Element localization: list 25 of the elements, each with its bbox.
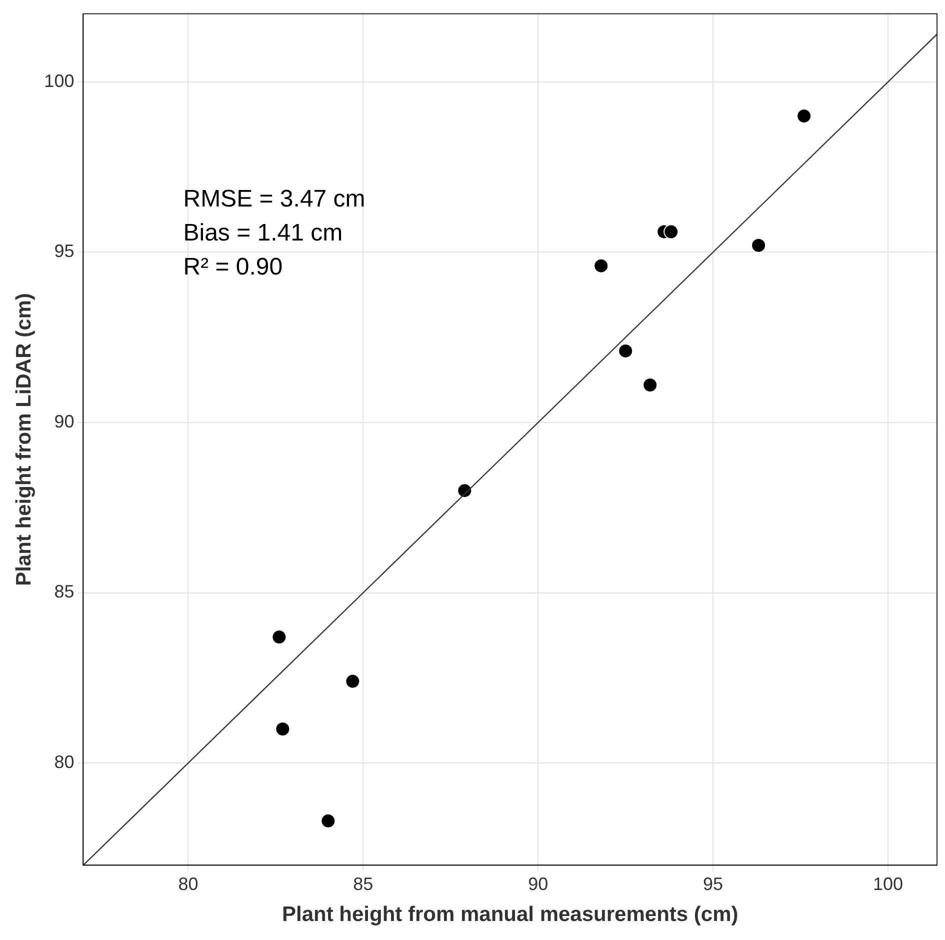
x-tick-label: 90 [528, 874, 548, 894]
y-tick-label: 95 [54, 241, 74, 262]
annotation: Bias = 1.41 cm [183, 219, 343, 246]
x-tick-label: 95 [703, 874, 724, 894]
x-tick-label: 80 [178, 874, 198, 894]
point [664, 224, 679, 240]
y-tick-label: 80 [54, 752, 74, 772]
point [320, 813, 336, 828]
y-axis-title: Plant height from LiDAR (cm) [12, 293, 36, 586]
x-axis-title: Plant height from manual measurements (cm) [282, 903, 738, 926]
point [642, 378, 658, 393]
point [751, 238, 766, 253]
x-tick-label: 85 [353, 874, 374, 894]
point [272, 630, 287, 645]
point [796, 108, 812, 124]
y-tick-label: 100 [44, 70, 74, 91]
y-tick-label: 90 [54, 411, 74, 432]
annotation: RMSE = 3.47 cm [183, 185, 366, 212]
x-tick-label: 100 [872, 874, 904, 894]
point [275, 721, 290, 736]
point [594, 258, 609, 274]
point [345, 674, 360, 689]
y-tick-label: 85 [54, 582, 74, 602]
point [618, 343, 634, 358]
annotation: R² = 0.90 [183, 253, 283, 280]
